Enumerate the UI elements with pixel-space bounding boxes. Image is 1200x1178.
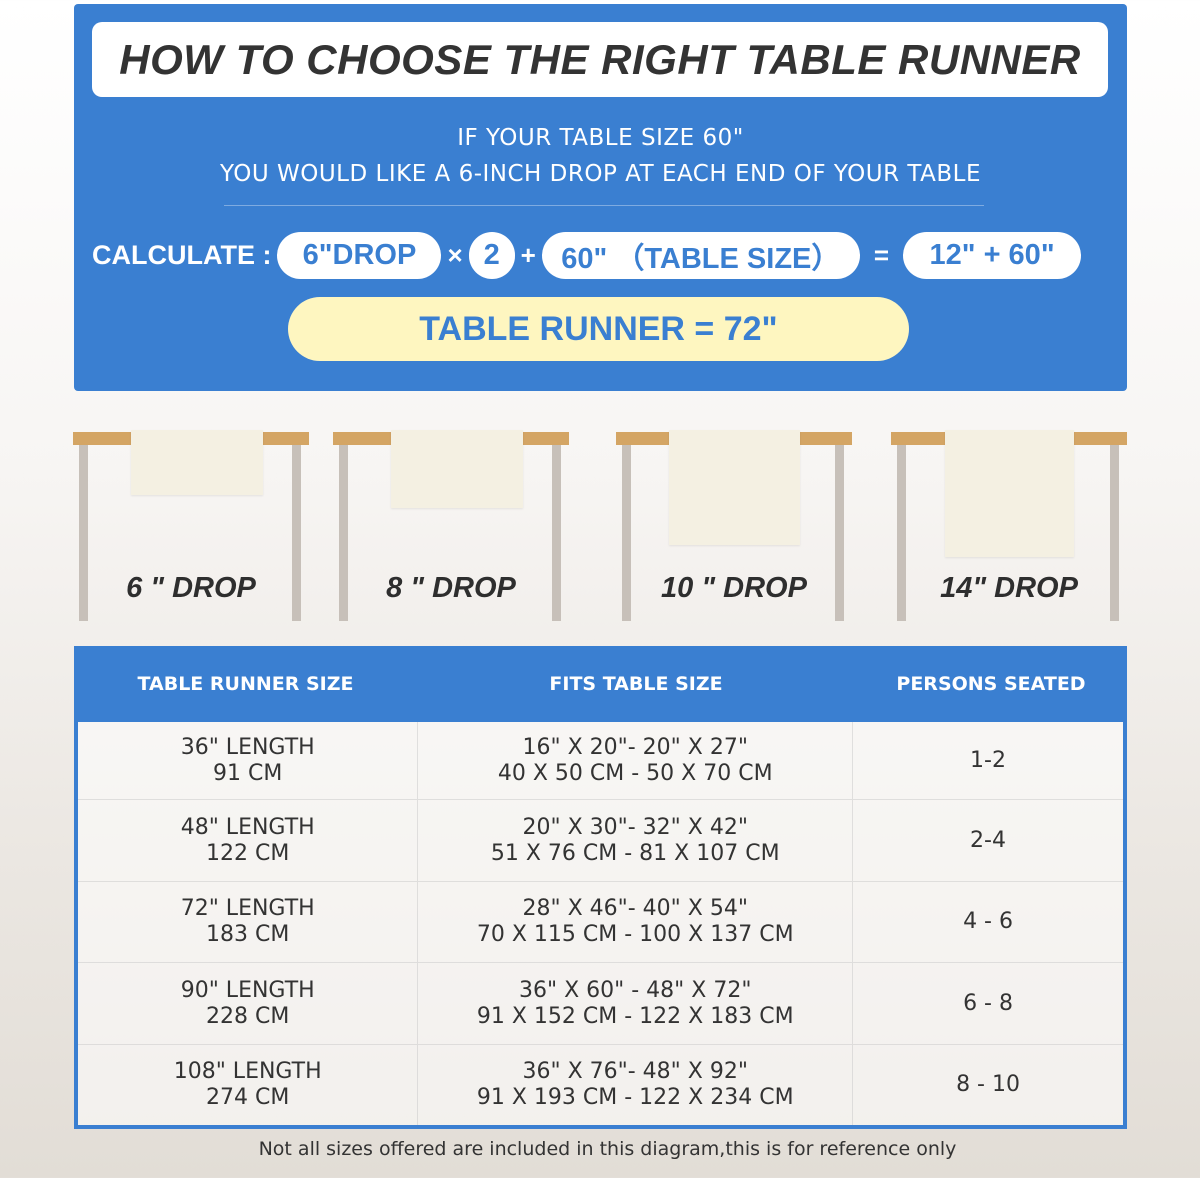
table-row: 90" LENGTH 228 CM 36" X 60" - 48" X 72" 91… — [78, 963, 1123, 1045]
table-runner — [669, 430, 800, 545]
equals-sign: = — [873, 240, 890, 270]
fits-cm: 91 X 193 CM - 122 X 234 CM — [476, 1085, 794, 1110]
sum-pill: 12" + 60" — [903, 232, 1082, 279]
table-leg — [897, 445, 906, 621]
persons-seated: 1-2 — [970, 747, 1006, 773]
persons-seated: 4 - 6 — [963, 909, 1013, 934]
page-title: HOW TO CHOOSE THE RIGHT TABLE RUNNER — [92, 22, 1108, 97]
table-size-pill: 60" （TABLE SIZE） — [541, 232, 860, 279]
multiplier-pill: 2 — [468, 232, 515, 279]
runner-length: 108" LENGTH — [173, 1059, 322, 1084]
fits-inches: 36" X 76"- 48" X 92" — [522, 1059, 748, 1084]
table-runner — [391, 430, 523, 508]
fits-cm: 51 X 76 CM - 81 X 107 CM — [490, 840, 780, 866]
runner-length: 72" LENGTH — [180, 896, 315, 921]
header-runner-size: TABLE RUNNER SIZE — [137, 673, 354, 695]
intro-line-2: YOU WOULD LIKE A 6-INCH DROP AT EACH END… — [219, 161, 982, 187]
calculation-panel: HOW TO CHOOSE THE RIGHT TABLE RUNNER IF … — [74, 4, 1127, 391]
header-fits-table: FITS TABLE SIZE — [549, 673, 723, 695]
table-leg — [552, 445, 561, 621]
calculation-row: CALCULATE : 6"DROP × 2 + 60" （TABLE SIZE… — [92, 232, 1082, 279]
persons-seated: 8 - 10 — [956, 1072, 1020, 1097]
fits-cm: 40 X 50 CM - 50 X 70 CM — [497, 760, 773, 786]
persons-seated: 2-4 — [970, 827, 1006, 853]
table-leg — [292, 445, 301, 621]
fits-inches: 20" X 30"- 32" X 42" — [522, 814, 748, 840]
drop-diagram-6: 6 " DROP — [73, 430, 309, 622]
times-sign: × — [447, 240, 463, 270]
table-row: 36" LENGTH 91 CM 16" X 20"- 20" X 27" 40 X… — [78, 722, 1123, 800]
table-row: 72" LENGTH 183 CM 28" X 46"- 40" X 54" 70 … — [78, 882, 1123, 963]
drop-label: 8 " DROP — [386, 572, 516, 604]
drop-label: 14" DROP — [940, 572, 1078, 604]
runner-length-cm: 274 CM — [206, 1085, 290, 1110]
drop-label: 6 " DROP — [126, 572, 256, 604]
runner-length-cm: 228 CM — [206, 1003, 290, 1029]
drop-diagram-14: 14" DROP — [891, 430, 1127, 622]
fits-inches: 36" X 60" - 48" X 72" — [518, 977, 752, 1003]
plus-sign: + — [520, 240, 536, 270]
table-runner — [945, 430, 1074, 557]
runner-length-cm: 122 CM — [206, 840, 290, 866]
runner-length: 36" LENGTH — [180, 734, 315, 760]
drop-diagram-10: 10 " DROP — [616, 430, 852, 622]
table-leg — [622, 445, 631, 621]
fits-cm: 70 X 115 CM - 100 X 137 CM — [476, 922, 794, 947]
table-row: 48" LENGTH 122 CM 20" X 30"- 32" X 42" 51 … — [78, 800, 1123, 882]
size-table: TABLE RUNNER SIZE FITS TABLE SIZE PERSON… — [74, 646, 1127, 1129]
persons-seated: 6 - 8 — [963, 990, 1013, 1016]
runner-length-cm: 91 CM — [213, 760, 283, 786]
table-leg — [339, 445, 348, 621]
drop-label: 10 " DROP — [661, 572, 807, 604]
table-leg — [79, 445, 88, 621]
table-leg — [835, 445, 844, 621]
intro-line-1: IF YOUR TABLE SIZE 60" — [457, 125, 744, 151]
table-runner — [131, 430, 263, 495]
fits-cm: 91 X 152 CM - 122 X 183 CM — [476, 1003, 794, 1029]
footnote: Not all sizes offered are included in th… — [258, 1138, 957, 1160]
runner-length: 90" LENGTH — [180, 977, 315, 1003]
table-leg — [1110, 445, 1119, 621]
runner-length: 48" LENGTH — [180, 814, 315, 840]
fits-inches: 28" X 46"- 40" X 54" — [522, 896, 748, 921]
result-pill: TABLE RUNNER = 72" — [288, 297, 909, 361]
table-header: TABLE RUNNER SIZE FITS TABLE SIZE PERSON… — [74, 646, 1127, 722]
table-row: 108" LENGTH 274 CM 36" X 76"- 48" X 92" 91… — [78, 1045, 1123, 1125]
calculate-label: CALCULATE : — [92, 240, 272, 270]
drop-diagram-8: 8 " DROP — [333, 430, 569, 622]
fits-inches: 16" X 20"- 20" X 27" — [522, 734, 748, 760]
runner-length-cm: 183 CM — [206, 922, 290, 947]
header-persons: PERSONS SEATED — [896, 673, 1086, 695]
divider — [224, 205, 984, 206]
drop-pill: 6"DROP — [277, 232, 442, 279]
